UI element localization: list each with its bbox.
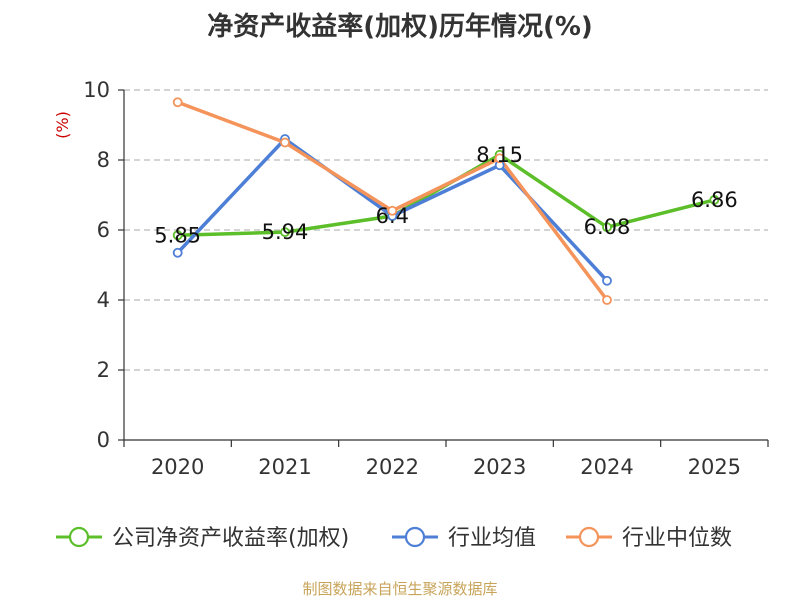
y-axis-label: (%) (53, 111, 72, 139)
series-0-point-2024 (602, 222, 612, 233)
x-tick-label-2020: 2020 (151, 455, 204, 479)
series-0-point-2025 (709, 194, 720, 205)
y-tick-label-4: 4 (97, 288, 110, 312)
data-label-2021: 5.94 (262, 220, 309, 244)
data-label-2024: 6.08 (584, 215, 631, 239)
chart-title: 净资产收益率(加权)历年情况(%) (207, 12, 593, 42)
series-2-point-2022 (387, 205, 398, 216)
gridlines (124, 89, 768, 371)
series-2-point-2024 (602, 295, 612, 305)
y-tick-label-8: 8 (97, 148, 110, 172)
source-note: 制图数据来自恒生聚源数据库 (302, 580, 498, 598)
legend-marker-2 (578, 526, 600, 548)
data-label-2025: 6.86 (691, 188, 738, 212)
legend-marker-0 (68, 526, 90, 548)
y-tick-label-6: 6 (97, 218, 110, 242)
series-lines (175, 100, 717, 302)
series-2-point-2023 (494, 153, 505, 164)
legend: 公司净资产收益率(加权) 行业均值 行业中位数 (56, 526, 732, 551)
data-labels: 5.85 5.94 6.4 8.15 6.08 6.86 (154, 143, 737, 248)
axes: 0 2 4 6 8 10 2020 2021 2022 2023 2024 2025 (83, 78, 769, 479)
series-1-point-2020 (172, 247, 183, 258)
y-tick-label-2: 2 (97, 358, 110, 382)
x-tick-label-2024: 2024 (580, 455, 633, 479)
series-line-2 (175, 100, 609, 302)
series-2-point-2021 (280, 137, 290, 148)
series-1-point-2024 (602, 275, 612, 286)
data-label-2020: 5.85 (154, 223, 201, 247)
y-axis-label-group: (%) (53, 111, 72, 139)
series-2-point-2020 (172, 97, 183, 108)
legend-label-2: 行业中位数 (622, 526, 732, 551)
data-label-2023: 8.15 (476, 143, 523, 167)
x-tick-label-2025: 2025 (688, 455, 741, 479)
series-0-point-2021 (280, 227, 290, 238)
data-label-2022: 6.4 (376, 204, 409, 228)
x-tick-label-2023: 2023 (473, 455, 526, 479)
x-tick-label-2021: 2021 (258, 455, 311, 479)
series-0-point-2020 (172, 230, 183, 241)
x-tick-label-2022: 2022 (366, 455, 419, 479)
legend-label-1: 行业均值 (448, 526, 536, 551)
legend-marker-1 (404, 526, 426, 548)
series-points (172, 97, 720, 305)
legend-label-0: 公司净资产收益率(加权) (112, 526, 349, 551)
y-tick-label-0: 0 (97, 428, 110, 452)
y-tick-label-10: 10 (83, 78, 110, 102)
